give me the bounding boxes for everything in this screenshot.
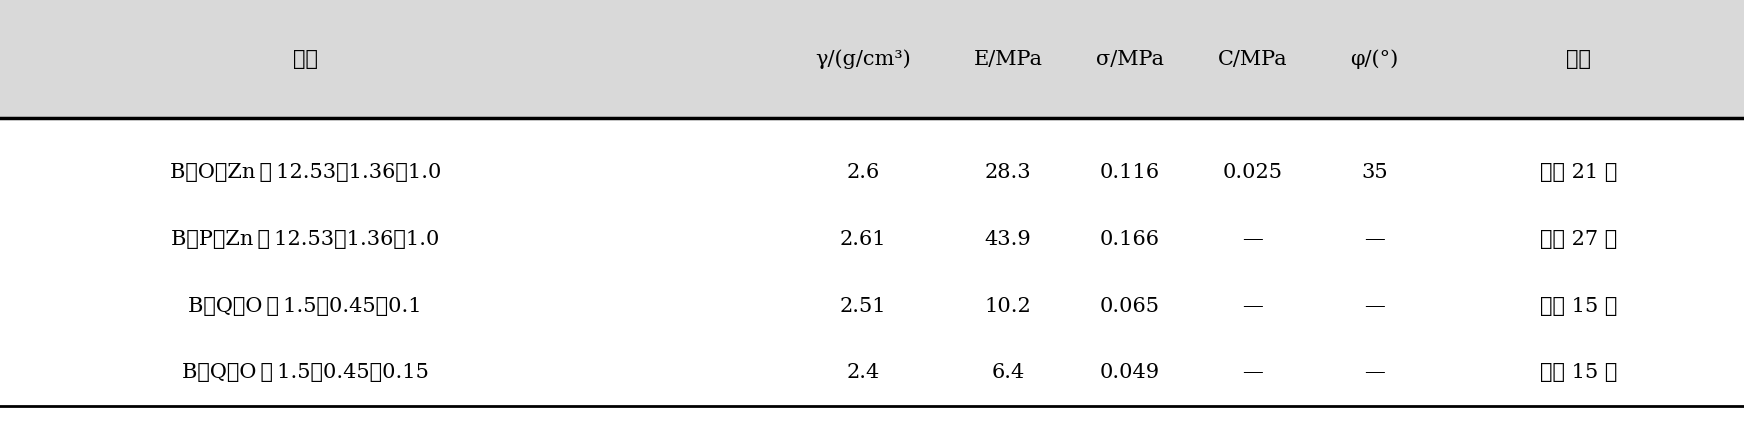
Text: —: — (1364, 297, 1385, 316)
Text: φ/(°): φ/(°) (1350, 49, 1399, 69)
Text: —: — (1364, 230, 1385, 249)
Text: 0.025: 0.025 (1223, 163, 1282, 182)
Text: —: — (1242, 230, 1263, 249)
Bar (0, 0, 1744, 118)
Text: 10.2: 10.2 (985, 297, 1031, 316)
Text: 干燥 27 天: 干燥 27 天 (1540, 230, 1617, 249)
Text: 6.4: 6.4 (991, 363, 1025, 382)
Text: 干燥 15 天: 干燥 15 天 (1540, 363, 1617, 382)
Text: C/MPa: C/MPa (1217, 50, 1287, 69)
Text: —: — (1364, 363, 1385, 382)
Text: 2.6: 2.6 (846, 163, 881, 182)
Text: B：P：Zn ＝ 12.53：1.36：1.0: B：P：Zn ＝ 12.53：1.36：1.0 (171, 230, 439, 249)
Text: B：O：Zn ＝ 12.53：1.36：1.0: B：O：Zn ＝ 12.53：1.36：1.0 (169, 163, 441, 182)
Text: —: — (1242, 363, 1263, 382)
Text: 28.3: 28.3 (985, 163, 1031, 182)
Text: 2.4: 2.4 (846, 363, 881, 382)
Text: B：Q：O ＝ 1.5：0.45：0.15: B：Q：O ＝ 1.5：0.45：0.15 (181, 363, 429, 382)
Text: —: — (1242, 297, 1263, 316)
Text: 0.049: 0.049 (1100, 363, 1160, 382)
Text: 配比: 配比 (293, 50, 317, 69)
Text: 2.61: 2.61 (841, 230, 886, 249)
Text: σ/MPa: σ/MPa (1097, 50, 1163, 69)
Text: 2.51: 2.51 (841, 297, 886, 316)
Text: 备注: 备注 (1566, 50, 1591, 69)
Text: 干燥 15 天: 干燥 15 天 (1540, 297, 1617, 316)
Text: 0.166: 0.166 (1100, 230, 1160, 249)
Text: γ/(g/cm³): γ/(g/cm³) (816, 49, 910, 69)
Text: E/MPa: E/MPa (973, 50, 1043, 69)
Text: 干燥 21 天: 干燥 21 天 (1540, 163, 1617, 182)
Text: 0.116: 0.116 (1100, 163, 1160, 182)
Text: B：Q：O ＝ 1.5：0.45：0.1: B：Q：O ＝ 1.5：0.45：0.1 (188, 297, 422, 316)
Text: 0.065: 0.065 (1100, 297, 1160, 316)
Text: 35: 35 (1360, 163, 1388, 182)
Text: 43.9: 43.9 (985, 230, 1031, 249)
